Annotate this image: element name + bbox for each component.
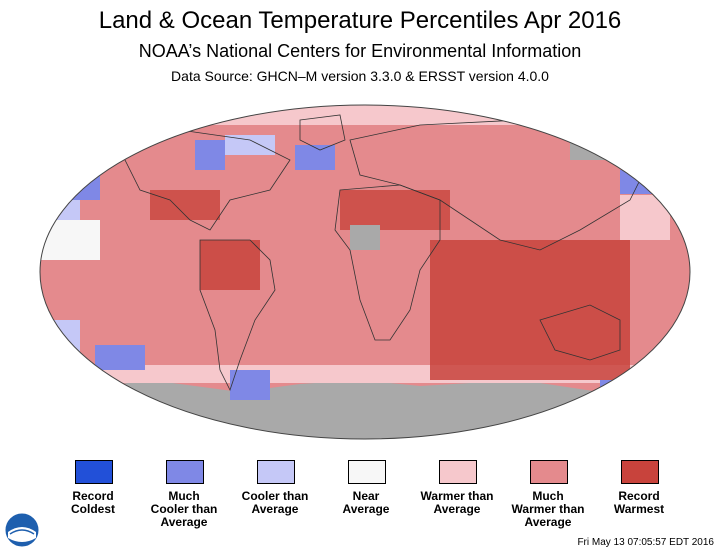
timestamp: Fri May 13 07:05:57 EDT 2016 [577,537,714,548]
south-america-outline [199,239,276,392]
legend-swatch-record-warmest [621,460,659,484]
north-africa-record-warm [340,190,450,230]
globe-border [39,104,691,440]
indo-pacific-record-warm [430,240,630,380]
north-pacific-east-cool [620,170,690,194]
pacific-cool-patch [40,200,80,220]
noaa-logo [4,512,40,548]
australia-outline [539,304,621,361]
legend-label-much-warmer: Much Warmer than Average [511,489,585,529]
south-pacific-cool [40,320,80,355]
legend-swatch-much-warmer [530,460,568,484]
legend-swatch-cooler [257,460,295,484]
arctic-canada-cool [225,135,275,155]
north-pacific-west-cool [40,170,100,200]
greenland-cool [295,145,335,170]
south-america-record-warm [200,240,260,290]
legend-label-near-average: Near Average [342,489,390,516]
map-title: Land & Ocean Temperature Percentiles Apr… [98,7,622,34]
data-source: Data Source: GHCN–M version 3.3.0 & ERSS… [171,68,549,84]
legend-label-much-cooler: Much Cooler than Average [150,489,218,529]
pacific-near-average [40,220,100,260]
legend-label-cooler: Cooler than Average [241,489,309,516]
legend-label-record-coldest: Record Coldest [70,489,115,516]
legend-label-record-warmest: Record Warmest [613,489,665,516]
greenland-outline [299,114,346,151]
legend-swatch-near-average [348,460,386,484]
legend-swatch-much-cooler [166,460,204,484]
legend-swatch-record-coldest [75,460,113,484]
south-pacific-cool-2 [95,345,145,370]
arctic-region [40,105,690,125]
legend-swatch-warmer [439,460,477,484]
south-atlantic-cool [230,370,270,400]
map-body [40,105,690,439]
legend-label-warmer: Warmer than Average [420,489,494,516]
north-america-outline [119,129,291,231]
canada-cool [195,140,225,170]
sahara-no-data [350,225,380,250]
southern-ocean-cool [600,380,640,395]
map-subtitle: NOAA’s National Centers for Environmenta… [138,41,582,61]
siberia-no-data [570,130,630,160]
